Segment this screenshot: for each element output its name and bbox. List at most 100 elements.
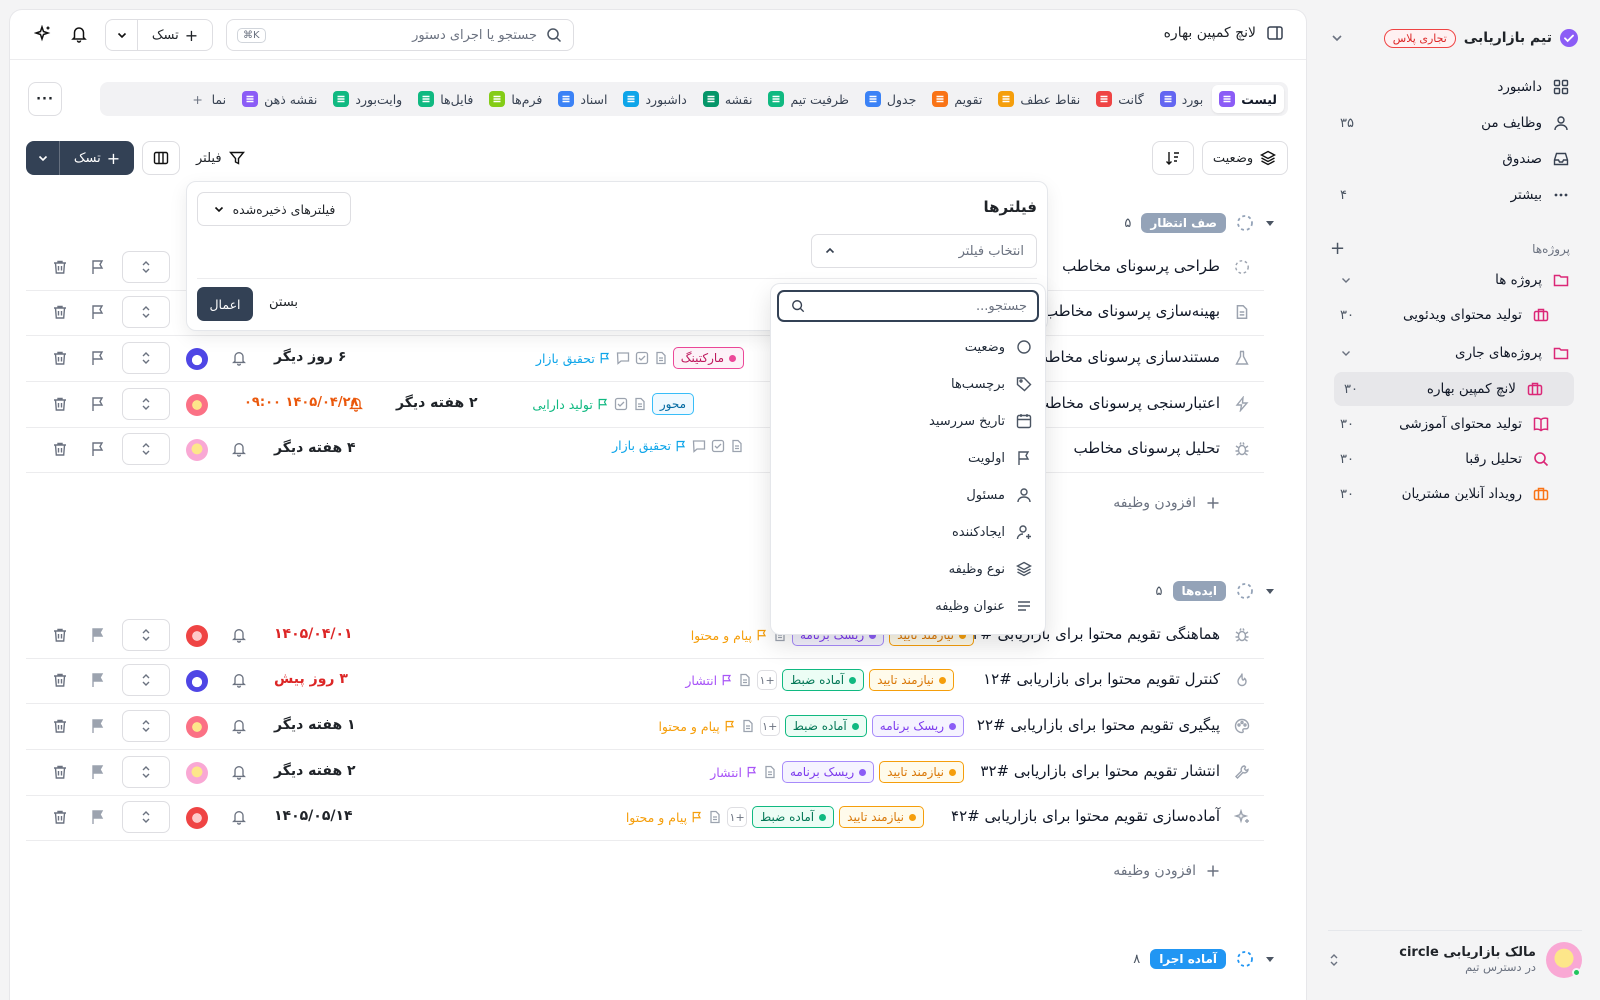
- bell-icon[interactable]: [231, 764, 247, 780]
- project-link[interactable]: تحقیق بازار: [612, 438, 687, 453]
- sidebar-project-competitors[interactable]: تحلیل رقبا ۳۰: [1330, 442, 1580, 476]
- apply-filter-button[interactable]: اعمال: [197, 287, 253, 321]
- label-tag[interactable]: مارکتینگ: [672, 347, 744, 369]
- bell-icon[interactable]: [231, 718, 247, 734]
- reorder-button[interactable]: [122, 296, 170, 328]
- task-title[interactable]: طراحی پرسونای مخاطب: [1062, 257, 1220, 275]
- task-row[interactable]: هماهنگی تقویم محتوا برای بازاریابی #۲۱۴۰…: [26, 613, 1264, 659]
- label-tag[interactable]: محور: [651, 393, 694, 415]
- bell-icon[interactable]: [70, 25, 88, 43]
- filter-option-task-title[interactable]: عنوان وظیفه: [783, 591, 1033, 621]
- label-tag[interactable]: ریسک برنامه: [781, 761, 875, 783]
- flag-icon[interactable]: [90, 627, 106, 643]
- label-tag[interactable]: آماده ضبط: [782, 669, 865, 691]
- more-views-button[interactable]: ···: [28, 82, 62, 116]
- view-tab-5[interactable]: جدول: [858, 85, 923, 113]
- bell-icon[interactable]: [231, 350, 247, 366]
- chevron-down-icon[interactable]: [1340, 347, 1352, 359]
- flag-icon[interactable]: [90, 259, 106, 275]
- filter-option-priority[interactable]: اولویت: [783, 443, 1033, 473]
- trash-icon[interactable]: [52, 764, 68, 780]
- sidebar-folder-current[interactable]: پروژه‌های جاری: [1330, 336, 1580, 370]
- flag-icon[interactable]: [90, 672, 106, 688]
- add-task-button[interactable]: افزودن وظیفه: [1113, 862, 1222, 880]
- view-tab-1[interactable]: بورد: [1153, 85, 1211, 113]
- saved-filters-button[interactable]: فیلترهای ذخیره‌شده: [197, 192, 351, 226]
- collapse-triangle-icon[interactable]: [1264, 953, 1276, 965]
- reorder-button[interactable]: [122, 342, 170, 374]
- task-row[interactable]: کنترل تقویم محتوا برای بازاریابی #۱۲ ۳ رو…: [26, 658, 1264, 704]
- new-task-button[interactable]: + تسک: [138, 26, 212, 45]
- filter-option-due-date[interactable]: تاریخ سررسید: [783, 406, 1033, 436]
- sidebar-item-dashboard[interactable]: داشبورد: [1330, 70, 1580, 104]
- task-title[interactable]: بهینه‌سازی پرسونای مخاطب: [1043, 302, 1220, 320]
- project-link[interactable]: انتشار: [710, 765, 758, 780]
- collapse-triangle-icon[interactable]: [1264, 585, 1276, 597]
- more-tags-count[interactable]: +۱: [727, 807, 748, 827]
- view-tab-8[interactable]: داشبورد: [616, 85, 693, 113]
- task-title[interactable]: اعتبارسنجی پرسونای مخاطب: [1034, 394, 1220, 412]
- reorder-button[interactable]: [122, 801, 170, 833]
- add-task-button[interactable]: + تسک: [60, 149, 134, 168]
- trash-icon[interactable]: [52, 809, 68, 825]
- chevron-up-down-icon[interactable]: [1328, 952, 1340, 968]
- sparkles-icon[interactable]: [34, 25, 52, 43]
- trash-icon[interactable]: [52, 627, 68, 643]
- filter-select[interactable]: انتخاب فیلتر: [811, 234, 1037, 268]
- more-tags-count[interactable]: +۱: [757, 670, 778, 690]
- chevron-down-icon[interactable]: [1328, 29, 1346, 47]
- view-tab-2[interactable]: گانت: [1089, 85, 1151, 113]
- reorder-button[interactable]: [122, 251, 170, 283]
- reorder-button[interactable]: [122, 710, 170, 742]
- trash-icon[interactable]: [52, 441, 68, 457]
- chevron-down-icon[interactable]: [1340, 274, 1352, 286]
- trash-icon[interactable]: [52, 350, 68, 366]
- add-project-icon[interactable]: +: [1330, 238, 1346, 259]
- sidebar-project-spring-launch[interactable]: لانچ کمپین بهاره ۳۰: [1334, 372, 1574, 406]
- view-tab-4[interactable]: تقویم: [925, 85, 989, 113]
- sidebar-folder-projects[interactable]: پروژه ها: [1330, 263, 1580, 297]
- collapse-triangle-icon[interactable]: [1264, 217, 1276, 229]
- team-switcher[interactable]: تیم بازاریابی تجاری پلاس: [1328, 22, 1578, 54]
- project-link[interactable]: تولید دارایی: [532, 397, 609, 412]
- task-title[interactable]: پیگیری تقویم محتوا برای بازاریابی #۲۲: [976, 716, 1220, 734]
- task-row[interactable]: انتشار تقویم محتوا برای بازاریابی #۳۲ ۲ ه…: [26, 750, 1264, 796]
- add-task-button[interactable]: افزودن وظیفه: [1113, 494, 1222, 512]
- project-link[interactable]: پیام و محتوا: [626, 810, 703, 825]
- group-by-status-button[interactable]: وضعیت: [1202, 141, 1288, 175]
- sidebar-item-inbox[interactable]: صندوق: [1330, 142, 1580, 176]
- filter-option-assignee[interactable]: مسئول: [783, 480, 1033, 510]
- view-tab-13[interactable]: نقشه ذهن: [235, 85, 324, 113]
- trash-icon[interactable]: [52, 672, 68, 688]
- label-tag[interactable]: آماده ضبط: [784, 715, 867, 737]
- filter-option-creator[interactable]: ایجادکننده: [783, 517, 1033, 547]
- sidebar-item-my-tasks[interactable]: وظایف من ۳۵: [1330, 106, 1580, 140]
- label-tag[interactable]: ریسک برنامه: [871, 715, 964, 737]
- task-title[interactable]: انتشار تقویم محتوا برای بازاریابی #۳۲: [980, 762, 1220, 780]
- project-link[interactable]: پیام و محتوا: [691, 628, 768, 643]
- sidebar-project-video[interactable]: تولید محتوای ویدئویی ۳۰: [1330, 298, 1580, 332]
- new-task-primary[interactable]: + تسک: [26, 141, 134, 175]
- reorder-button[interactable]: [122, 756, 170, 788]
- flag-icon[interactable]: [90, 396, 106, 412]
- label-tag[interactable]: نیازمند تایید: [839, 806, 924, 828]
- reorder-button[interactable]: [122, 388, 170, 420]
- project-link[interactable]: پیام و محتوا: [658, 719, 735, 734]
- flag-icon[interactable]: [90, 304, 106, 320]
- view-tab-10[interactable]: فرم‌ها: [482, 85, 549, 113]
- task-row[interactable]: تحلیل پرسونای مخاطب ۴ هفته دیگر تحقیق بازا…: [26, 427, 1264, 473]
- view-tab-7[interactable]: نقشه: [696, 85, 760, 113]
- view-tab-14[interactable]: نما +: [183, 85, 234, 113]
- columns-button[interactable]: [142, 141, 180, 175]
- close-filter-button[interactable]: بستن: [269, 295, 299, 310]
- reorder-button[interactable]: [122, 664, 170, 696]
- command-search-input[interactable]: جستجو یا اجرای دستور ⌘K: [226, 19, 574, 51]
- task-row[interactable]: مستندسازی پرسونای مخاطب ۶ روز دیگر مارکتین…: [26, 336, 1264, 382]
- task-title[interactable]: کنترل تقویم محتوا برای بازاریابی #۱۲: [983, 670, 1220, 688]
- trash-icon[interactable]: [52, 396, 68, 412]
- task-row[interactable]: بهینه‌سازی پرسونای مخاطب: [26, 290, 1264, 336]
- project-link[interactable]: انتشار: [685, 673, 733, 688]
- task-row[interactable]: پیگیری تقویم محتوا برای بازاریابی #۲۲ ۱ ه…: [26, 704, 1264, 750]
- view-tab-3[interactable]: نقاط عطف: [991, 85, 1087, 113]
- filter-button[interactable]: فیلتر: [196, 149, 246, 167]
